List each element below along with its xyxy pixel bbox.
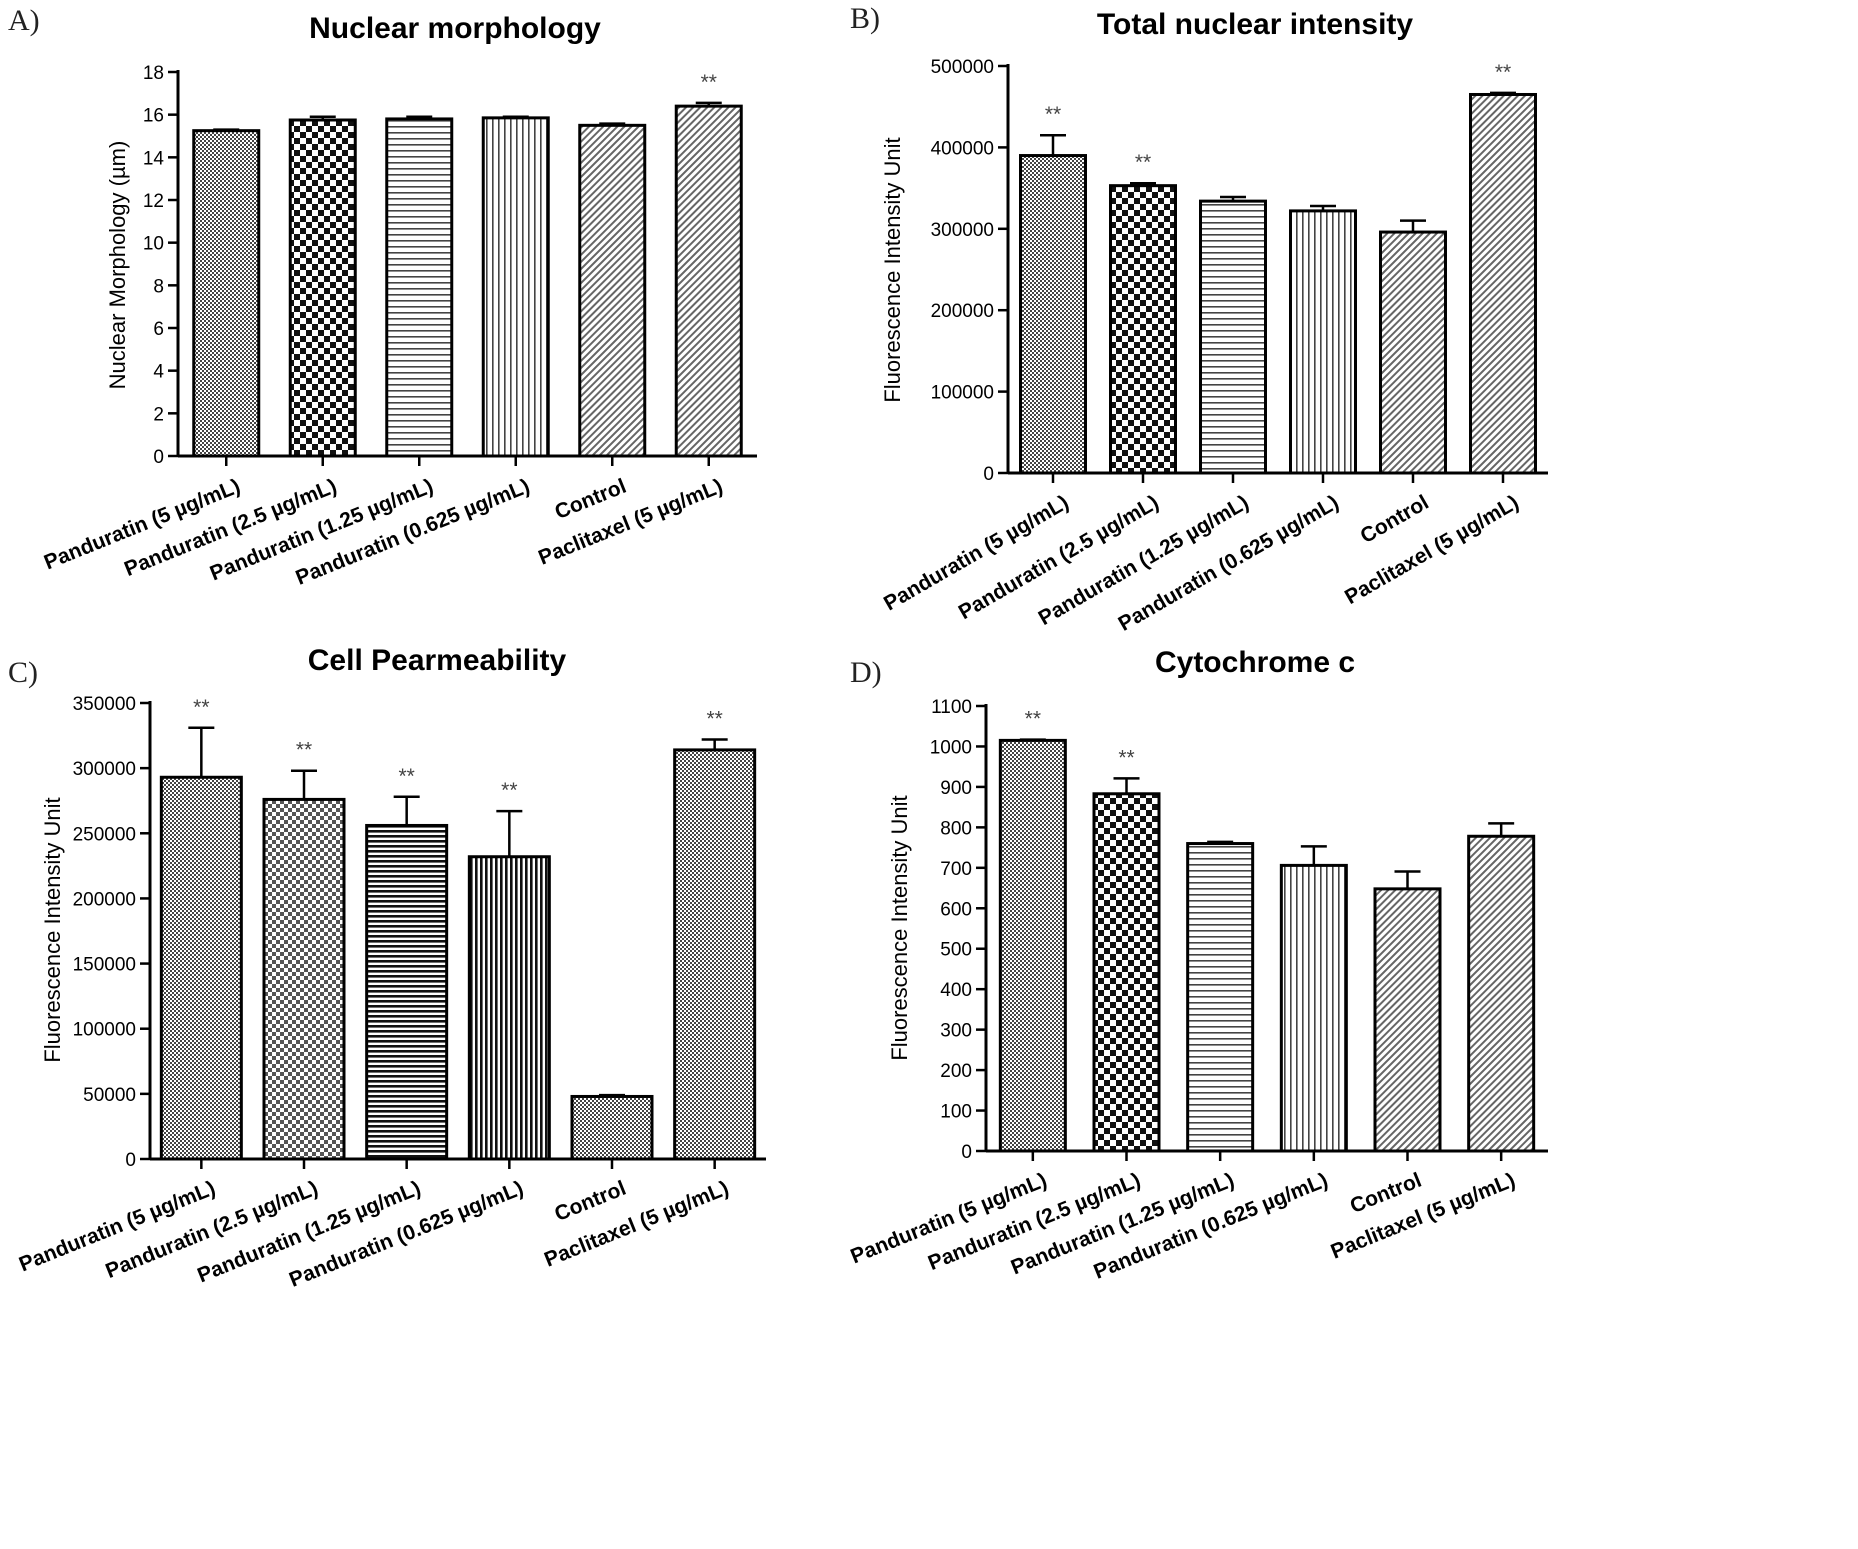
panel-c-significance-label: ** (398, 765, 414, 788)
panel-c-bar-3 (365, 823, 449, 1161)
panel-c-bar-5 (570, 1094, 654, 1161)
panel-c-bar-1 (159, 775, 243, 1161)
panel-d-y-tick-label: 600 (940, 899, 972, 920)
panel-b-bar-3 (1199, 199, 1267, 475)
panel-b-y-tick-label: 0 (983, 464, 994, 485)
panel-d-bar-3 (1186, 842, 1255, 1153)
panel-c-y-tick-label: 350000 (73, 694, 136, 715)
panel-c-significance-label: ** (501, 779, 517, 802)
panel-c-bar-6 (673, 748, 757, 1161)
panel-a-y-tick-label: 18 (143, 63, 164, 84)
panel-d-y-tick-label: 100 (940, 1102, 972, 1123)
panel-d-significance-label: ** (1118, 746, 1134, 769)
panel-b-y-tick-label: 100000 (931, 383, 994, 404)
panel-d-y-tick-label: 400 (940, 980, 972, 1001)
panel-b-letter: B) (850, 2, 880, 35)
panel-d-y-tick-label: 1100 (931, 697, 972, 718)
panel-d-bar-5 (1373, 887, 1442, 1153)
panel-d-y-tick-label: 700 (940, 859, 972, 880)
panel-d-letter: D) (850, 656, 882, 689)
panel-d-y-tick-label: 0 (961, 1142, 972, 1163)
panel-c-y-tick-label: 300000 (73, 759, 136, 780)
panel-c-bar-2 (262, 797, 346, 1161)
panel-d-y-tick-label: 300 (940, 1021, 972, 1042)
panel-b-y-tick-label: 500000 (931, 57, 994, 78)
panel-a-y-tick-label: 14 (143, 148, 165, 169)
panel-c-y-tick-label: 0 (125, 1150, 136, 1171)
panel-a-bar-2 (288, 118, 357, 458)
panel-a-title: Nuclear morphology (309, 12, 601, 45)
chart-panel-d: D) Cytochrome c Fluorescence Intensity Uni… (847, 646, 1548, 1284)
panel-d-significance-label: ** (1025, 708, 1041, 731)
panel-d-y-tick-label: 900 (940, 778, 972, 799)
chart-panel-c: C) Cell Pearmeability Fluorescence Intensi… (8, 644, 766, 1292)
panel-d-bar-6 (1467, 834, 1536, 1153)
panel-a-y-tick-label: 2 (153, 404, 164, 425)
panel-a-bar-1 (192, 129, 261, 458)
panel-a-y-tick-label: 10 (143, 234, 164, 255)
panel-a-y-axis-label: Nuclear Morphology (µm) (105, 141, 130, 390)
panel-c-y-tick-label: 100000 (73, 1020, 136, 1041)
panel-b-bar-6 (1469, 92, 1537, 475)
panel-d-title: Cytochrome c (1155, 646, 1355, 679)
panel-a-y-tick-label: 8 (153, 276, 164, 297)
panel-c-significance-label: ** (193, 696, 209, 719)
panel-a-bar-3 (385, 117, 454, 458)
panel-d-y-tick-label: 800 (940, 818, 972, 839)
panel-a-letter: A) (8, 4, 40, 37)
panel-b-bar-2 (1109, 184, 1177, 475)
panel-c-y-tick-label: 150000 (73, 955, 136, 976)
panel-d-y-tick-label: 500 (940, 940, 972, 961)
chart-panel-a: A) Nuclear morphology Nuclear Morphology (… (8, 4, 757, 590)
panel-d-y-tick-label: 1000 (930, 737, 972, 758)
panel-a-bar-5 (578, 123, 647, 458)
panel-c-y-tick-label: 200000 (73, 889, 136, 910)
panel-b-category-label: Control (1357, 491, 1433, 548)
panel-b-bar-5 (1379, 230, 1447, 475)
panel-a-y-tick-label: 16 (143, 106, 164, 127)
panel-b-title: Total nuclear intensity (1097, 8, 1413, 41)
panel-d-bar-2 (1092, 792, 1161, 1153)
panel-d-bar-4 (1279, 863, 1348, 1153)
panel-b-category-label: Paclitaxel (5 µg/mL) (1341, 491, 1523, 609)
panel-c-bar-4 (467, 855, 551, 1161)
panel-a-y-tick-label: 4 (153, 362, 164, 383)
panel-a-y-tick-label: 12 (143, 191, 164, 212)
panel-d-y-axis-label: Fluorescence Intensity Unit (887, 795, 912, 1060)
panel-b-significance-label: ** (1495, 61, 1511, 84)
panel-d-y-tick-label: 200 (940, 1061, 972, 1082)
panel-c-significance-label: ** (296, 739, 312, 762)
panel-c-y-tick-label: 50000 (83, 1085, 136, 1106)
panel-a-bar-6 (674, 104, 743, 458)
panel-b-significance-label: ** (1135, 151, 1151, 174)
panel-a-y-tick-label: 6 (153, 319, 164, 340)
panel-c-letter: C) (8, 656, 38, 689)
panel-b-significance-label: ** (1045, 103, 1061, 126)
panel-a-bar-4 (481, 116, 550, 458)
panel-b-bar-4 (1289, 209, 1357, 475)
panel-d-bar-1 (998, 738, 1067, 1153)
panel-b-y-axis-label: Fluorescence Intensity Unit (880, 137, 905, 402)
panel-c-y-tick-label: 250000 (73, 824, 136, 845)
panel-b-y-tick-label: 200000 (931, 301, 994, 322)
panel-a-significance-label: ** (701, 71, 717, 94)
panel-c-title: Cell Pearmeability (308, 644, 567, 677)
panel-b-y-tick-label: 300000 (931, 220, 994, 241)
panel-a-y-tick-label: 0 (153, 447, 164, 468)
panel-c-category-label: Paclitaxel (5 µg/mL) (541, 1177, 732, 1272)
chart-panel-b: B) Total nuclear intensity Fluorescence In… (850, 2, 1548, 636)
panel-c-significance-label: ** (706, 707, 722, 730)
panel-c-y-axis-label: Fluorescence Intensity Unit (40, 797, 65, 1062)
panel-b-bar-1 (1019, 154, 1087, 475)
panel-b-y-tick-label: 400000 (931, 138, 994, 159)
